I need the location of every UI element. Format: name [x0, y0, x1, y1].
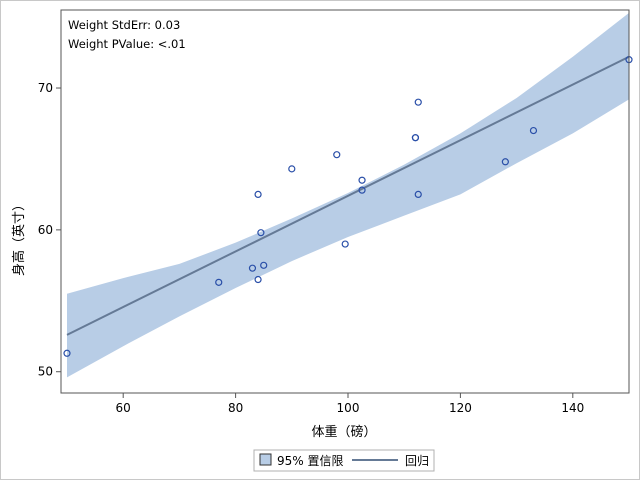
data-point	[254, 275, 262, 284]
legend-line-label: 回归	[405, 454, 429, 468]
data-point	[257, 229, 265, 237]
x-tick-label: 80	[228, 401, 243, 415]
plot-area-border	[60, 9, 630, 394]
data-point	[254, 190, 262, 199]
regression-line	[66, 55, 629, 336]
scatter-points-layer	[63, 56, 633, 357]
x-axis: 60 80 100 120 140	[116, 393, 584, 415]
legend-band-swatch	[259, 453, 272, 466]
data-point	[529, 126, 538, 135]
legend: 95% 置信限 回归	[253, 449, 435, 472]
stderr-annotation: Weight StdErr: 0.03	[68, 18, 180, 32]
data-point	[288, 165, 296, 173]
data-point	[333, 151, 341, 159]
data-point	[358, 176, 366, 184]
data-point	[414, 98, 422, 106]
pvalue-annotation: Weight PValue: <.01	[68, 37, 186, 51]
x-tick-label: 120	[449, 401, 472, 415]
y-tick-label: 60	[38, 223, 53, 237]
data-point	[414, 190, 422, 199]
x-tick-label: 100	[337, 401, 360, 415]
y-tick-label: 70	[38, 81, 53, 95]
x-tick-label: 60	[116, 401, 131, 415]
data-point	[501, 158, 509, 166]
data-point	[260, 261, 268, 269]
data-point	[341, 240, 349, 248]
data-point	[248, 264, 257, 272]
y-axis: 50 60 70	[38, 81, 61, 379]
y-axis-title: 身高（英寸）	[11, 198, 27, 276]
data-point	[215, 278, 223, 286]
data-point	[411, 134, 420, 142]
regression-line-layer	[66, 55, 629, 336]
data-point	[358, 186, 366, 194]
y-tick-label: 50	[38, 365, 53, 379]
x-axis-title: 体重（磅）	[311, 424, 376, 440]
x-tick-label: 140	[561, 401, 584, 415]
legend-band-label: 95% 置信限	[277, 454, 344, 468]
legend-border	[253, 449, 435, 472]
data-point	[63, 349, 71, 357]
